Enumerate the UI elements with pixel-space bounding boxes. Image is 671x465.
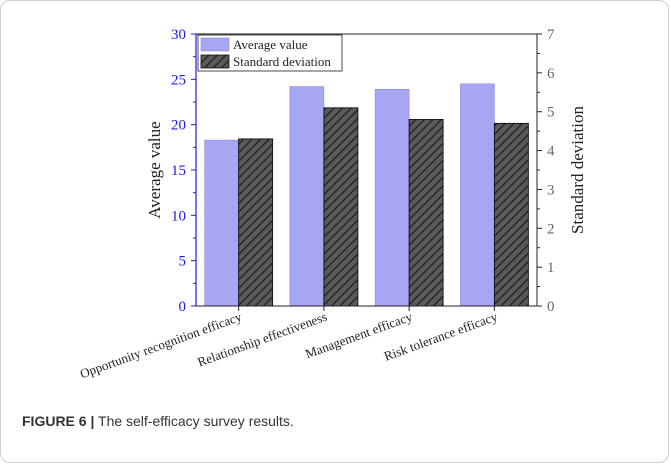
right-tick-label: 4: [547, 144, 555, 160]
legend: Average value Standard deviation: [197, 34, 343, 72]
caption-text: The self-efficacy survey results.: [94, 413, 294, 429]
right-tick-label: 1: [547, 260, 555, 276]
bar-standard-deviation: [408, 119, 444, 307]
legend-swatch-average: [200, 37, 230, 52]
right-tick-label: 5: [547, 105, 555, 121]
bar-average-value: [204, 139, 239, 307]
left-tick-label: 15: [171, 163, 186, 179]
figure-caption: FIGURE 6 | The self-efficacy survey resu…: [22, 413, 294, 429]
category-label: Opportunity recognition efficacy: [78, 309, 244, 382]
legend-label-average: Average value: [233, 37, 308, 52]
left-tick-label: 0: [179, 299, 187, 315]
right-tick-label: 7: [547, 27, 555, 43]
left-tick-label: 25: [171, 72, 186, 88]
legend-label-std: Standard deviation: [233, 54, 331, 69]
bar-standard-deviation: [323, 107, 359, 307]
right-tick-label: 6: [547, 66, 555, 82]
bar-standard-deviation: [238, 138, 274, 307]
left-tick-label: 20: [171, 118, 186, 134]
right-tick-label: 3: [547, 182, 555, 198]
right-tick-label: 2: [547, 221, 555, 237]
y2-axis-title: Standard deviation: [568, 106, 587, 234]
left-tick-label: 10: [171, 208, 186, 224]
y-axis-title: Average value: [145, 121, 164, 218]
left-tick-label: 5: [179, 254, 187, 270]
bar-average-value: [460, 83, 495, 307]
right-tick-label: 0: [547, 299, 555, 315]
chart: 0 5 10 15 20 25 30 0 1 2 3 4 5 6 7 Opportunity recognit…: [78, 27, 587, 382]
bar-average-value: [374, 89, 410, 307]
bar-standard-deviation: [493, 122, 529, 307]
legend-swatch-std: [200, 54, 230, 69]
left-tick-label: 30: [171, 27, 186, 43]
bar-average-value: [289, 86, 325, 307]
caption-label: FIGURE 6 |: [22, 413, 95, 429]
